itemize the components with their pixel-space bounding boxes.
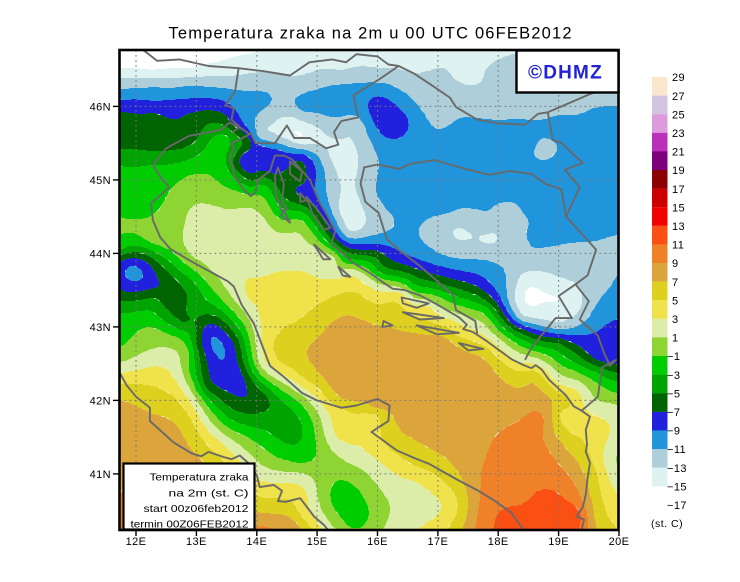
svg-text:23: 23 (672, 128, 685, 140)
svg-text:29: 29 (672, 72, 685, 84)
svg-text:15: 15 (672, 202, 685, 214)
svg-text:17E: 17E (428, 536, 449, 548)
svg-text:−1: −1 (667, 351, 680, 363)
svg-text:5: 5 (672, 295, 679, 307)
svg-text:46N: 46N (90, 101, 111, 113)
svg-text:16E: 16E (367, 536, 388, 548)
svg-text:19: 19 (672, 165, 685, 177)
svg-text:17: 17 (672, 184, 685, 196)
svg-text:15E: 15E (307, 536, 328, 548)
svg-text:Temperatura zraka: Temperatura zraka (150, 472, 249, 484)
svg-text:42N: 42N (90, 395, 111, 407)
svg-text:13E: 13E (186, 536, 207, 548)
svg-text:20E: 20E (609, 536, 630, 548)
svg-text:−7: −7 (667, 407, 680, 419)
svg-text:−5: −5 (667, 388, 680, 400)
svg-text:3: 3 (672, 314, 679, 326)
svg-text:14E: 14E (246, 536, 267, 548)
svg-text:start 00z06feb2012: start 00z06feb2012 (144, 503, 249, 515)
svg-text:−11: −11 (667, 444, 686, 456)
svg-text:−9: −9 (667, 426, 680, 438)
svg-text:na 2m (st. C): na 2m (st. C) (169, 488, 249, 500)
svg-text:13: 13 (672, 221, 685, 233)
svg-text:(st. C): (st. C) (651, 518, 683, 530)
svg-text:27: 27 (672, 91, 685, 103)
svg-text:44N: 44N (90, 248, 111, 260)
svg-text:41N: 41N (90, 469, 111, 481)
svg-text:−3: −3 (667, 370, 680, 382)
svg-text:11: 11 (672, 240, 684, 252)
svg-text:termin 00Z06FEB2012: termin 00Z06FEB2012 (131, 519, 249, 531)
svg-text:©DHMZ: ©DHMZ (528, 63, 603, 84)
svg-text:−15: −15 (667, 481, 687, 493)
svg-text:−17: −17 (667, 500, 687, 512)
svg-text:7: 7 (672, 277, 679, 289)
svg-text:18E: 18E (488, 536, 509, 548)
svg-text:1: 1 (672, 333, 679, 345)
svg-text:25: 25 (672, 109, 685, 121)
svg-text:Temperatura zraka na 2m u 00 U: Temperatura zraka na 2m u 00 UTC 06FEB20… (169, 25, 572, 43)
svg-text:9: 9 (672, 258, 679, 270)
svg-text:21: 21 (672, 147, 685, 159)
svg-text:45N: 45N (90, 175, 111, 187)
svg-text:−13: −13 (667, 463, 687, 475)
svg-text:12E: 12E (126, 536, 147, 548)
svg-text:19E: 19E (548, 536, 569, 548)
svg-text:43N: 43N (90, 322, 111, 334)
